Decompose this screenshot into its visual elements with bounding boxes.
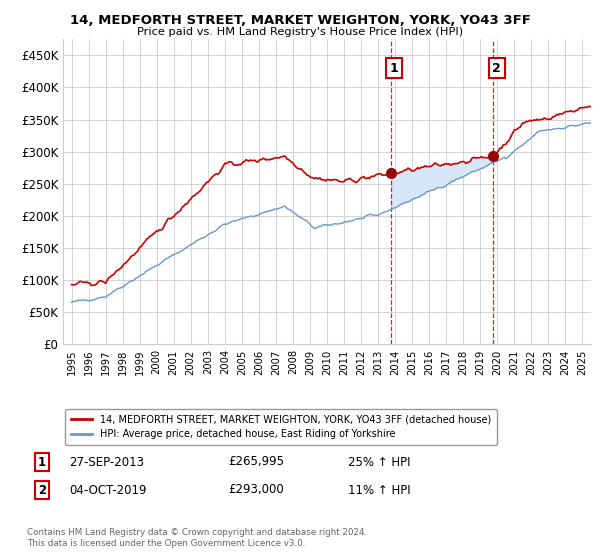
Text: 1: 1 <box>38 455 46 469</box>
Text: 14, MEDFORTH STREET, MARKET WEIGHTON, YORK, YO43 3FF: 14, MEDFORTH STREET, MARKET WEIGHTON, YO… <box>70 14 530 27</box>
Text: Price paid vs. HM Land Registry's House Price Index (HPI): Price paid vs. HM Land Registry's House … <box>137 27 463 37</box>
Text: 1: 1 <box>390 62 398 74</box>
Text: £293,000: £293,000 <box>228 483 284 497</box>
Text: 04-OCT-2019: 04-OCT-2019 <box>69 483 146 497</box>
Text: 2: 2 <box>493 62 501 74</box>
Text: Contains HM Land Registry data © Crown copyright and database right 2024.
This d: Contains HM Land Registry data © Crown c… <box>27 528 367 548</box>
Legend: 14, MEDFORTH STREET, MARKET WEIGHTON, YORK, YO43 3FF (detached house), HPI: Aver: 14, MEDFORTH STREET, MARKET WEIGHTON, YO… <box>65 409 497 445</box>
Text: 25% ↑ HPI: 25% ↑ HPI <box>348 455 410 469</box>
Text: 27-SEP-2013: 27-SEP-2013 <box>69 455 144 469</box>
Text: 2: 2 <box>38 483 46 497</box>
Text: 11% ↑ HPI: 11% ↑ HPI <box>348 483 410 497</box>
Text: £265,995: £265,995 <box>228 455 284 469</box>
